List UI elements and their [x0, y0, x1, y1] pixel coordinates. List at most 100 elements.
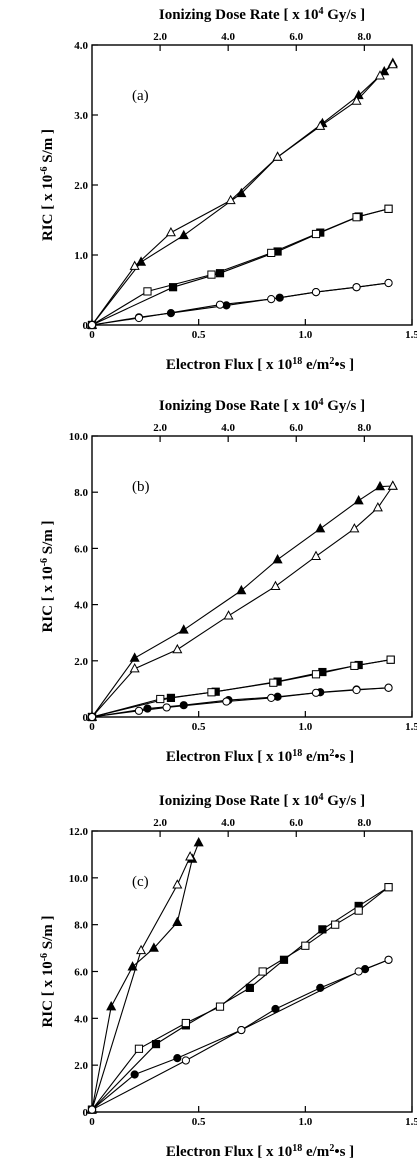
- data-point-square: [207, 270, 216, 279]
- top-x-axis-title: Ionizing Dose Rate [ x 104 Gy/s ]: [159, 792, 365, 810]
- data-point-square: [134, 1044, 144, 1053]
- series-square-open: [87, 883, 393, 1114]
- top-x-tick-label: 6.0: [289, 422, 303, 434]
- data-point-circle: [181, 1056, 190, 1065]
- series-triangle-open: [86, 851, 196, 1114]
- y-axis-title: RIC [ x 10-6 S/m ]: [39, 915, 57, 1027]
- x-tick-label: 0.5: [192, 1116, 206, 1128]
- x-tick-label: 0.5: [192, 329, 206, 341]
- data-point-triangle: [272, 151, 283, 161]
- y-tick-label: 4.0: [74, 1013, 88, 1025]
- data-point-triangle: [106, 1000, 117, 1011]
- data-point-square: [311, 670, 321, 679]
- data-point-circle: [237, 1025, 246, 1035]
- series-line: [91, 485, 394, 718]
- series-circle-open: [87, 955, 393, 1114]
- y-tick-label: 12.0: [69, 826, 89, 838]
- data-point-square: [352, 213, 361, 222]
- data-point-square: [384, 883, 393, 892]
- data-point-triangle: [136, 256, 147, 266]
- data-point-triangle: [178, 624, 189, 634]
- y-tick-label: 2.0: [74, 656, 88, 668]
- top-x-tick-label: 2.0: [153, 817, 167, 829]
- data-point-square: [331, 920, 340, 929]
- y-tick-label: 1.0: [74, 250, 88, 262]
- top-x-axis-title: Ionizing Dose Rate [ x 104 Gy/s ]: [159, 397, 365, 415]
- x-tick-label: 1.0: [298, 329, 312, 341]
- data-point-triangle: [387, 58, 398, 69]
- plot-frame: [91, 44, 413, 326]
- top-x-axis-title: Ionizing Dose Rate [ x 104 Gy/s ]: [159, 6, 365, 24]
- data-point-triangle: [223, 610, 234, 620]
- panel-label: (a): [132, 88, 149, 104]
- data-point-square: [151, 1039, 161, 1049]
- data-point-square: [301, 941, 310, 950]
- x-axis-title: Electron Flux [ x 1018 e/m2•s ]: [166, 356, 354, 374]
- plot-frame: [91, 435, 413, 718]
- y-tick-label: 0: [83, 712, 89, 724]
- series-circle-open: [87, 683, 393, 722]
- data-point-square: [168, 283, 178, 292]
- series-line: [91, 959, 389, 1111]
- data-point-circle: [384, 278, 393, 288]
- y-tick-label: 2.0: [74, 1060, 88, 1072]
- y-tick-label: 8.0: [74, 920, 88, 932]
- chart-panel-0: 0 0.5 1.0 1.5 0 1.0 2.0 3.0 4.0 2.0 4.0 6.0 8.0 (a) Io…: [39, 6, 417, 374]
- data-point-square: [311, 229, 321, 239]
- data-point-circle: [134, 313, 144, 323]
- data-point-triangle: [315, 120, 326, 130]
- x-tick-label: 1.5: [405, 721, 417, 733]
- data-point-square: [181, 1018, 190, 1028]
- data-point-circle: [352, 283, 361, 292]
- data-point-triangle: [315, 523, 326, 533]
- y-tick-label: 4.0: [74, 600, 88, 612]
- x-tick-label: 1.5: [405, 329, 417, 341]
- data-point-circle: [384, 683, 393, 692]
- data-point-triangle: [148, 942, 159, 952]
- panel-label: (b): [132, 479, 150, 495]
- series-circle-filled: [87, 278, 393, 330]
- data-point-square: [279, 955, 289, 964]
- data-point-triangle: [374, 480, 386, 491]
- data-point-square: [143, 287, 152, 296]
- data-point-circle: [354, 967, 363, 976]
- series-circle-open: [87, 278, 393, 330]
- data-point-triangle: [387, 480, 398, 490]
- series-line: [91, 687, 389, 718]
- data-point-circle: [352, 685, 361, 695]
- y-tick-label: 3.0: [74, 110, 88, 122]
- data-point-triangle: [270, 580, 281, 591]
- data-point-triangle: [349, 523, 360, 533]
- top-x-tick-label: 8.0: [357, 31, 371, 43]
- data-point-square: [215, 1002, 225, 1011]
- data-point-square: [269, 678, 278, 687]
- data-point-circle: [222, 697, 231, 706]
- y-tick-label: 10.0: [69, 431, 89, 443]
- data-point-circle: [267, 693, 276, 702]
- top-x-tick-label: 4.0: [221, 422, 235, 434]
- data-point-triangle: [372, 502, 383, 512]
- top-x-tick-label: 6.0: [289, 817, 303, 829]
- series-line: [91, 886, 389, 1111]
- top-x-tick-label: 6.0: [289, 31, 303, 43]
- series-triangle-open: [86, 480, 398, 721]
- data-point-triangle: [178, 229, 189, 240]
- data-point-triangle: [374, 70, 386, 80]
- data-point-circle: [311, 288, 321, 297]
- y-tick-label: 4.0: [74, 40, 88, 52]
- series-triangle-open: [86, 58, 398, 329]
- panel-label: (c): [132, 874, 149, 890]
- y-tick-label: 10.0: [69, 873, 89, 885]
- data-point-square: [245, 983, 254, 992]
- data-point-circle: [87, 1105, 97, 1114]
- chart-panel-2: 0 0.5 1.0 1.5 0 2.0 4.0 6.0 8.0 10.0 12.0 2.0 4.0 6.0…: [39, 792, 417, 1161]
- top-x-tick-label: 8.0: [357, 817, 371, 829]
- series-triangle-filled: [86, 480, 398, 721]
- y-tick-label: 6.0: [74, 543, 88, 555]
- data-point-square: [207, 688, 216, 697]
- data-point-triangle: [172, 879, 183, 889]
- data-point-square: [384, 204, 393, 213]
- data-point-circle: [143, 704, 152, 713]
- y-axis-title: RIC [ x 10-6 S/m ]: [39, 520, 57, 632]
